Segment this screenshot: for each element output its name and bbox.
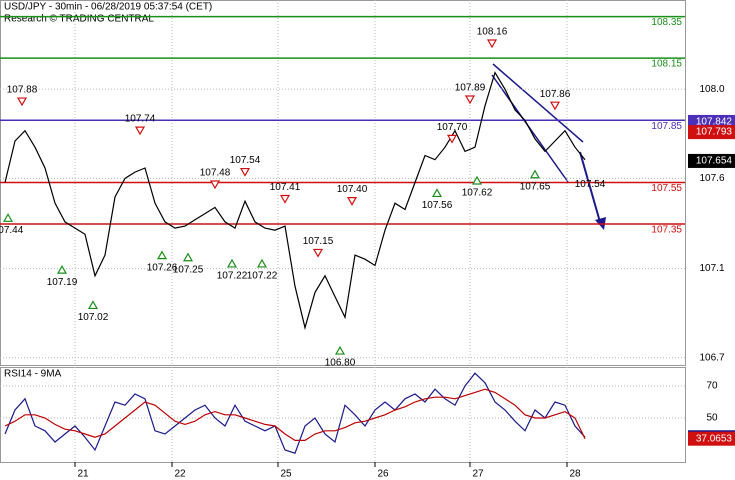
level-label: 107.85	[651, 121, 682, 132]
pivot-low	[226, 258, 238, 268]
channel-top	[492, 63, 584, 143]
target-arrow	[579, 151, 601, 223]
pivot-label: 107.89	[455, 83, 486, 94]
pivot-low	[256, 258, 268, 268]
pivot-high	[16, 97, 28, 107]
price-tag-label: 107.842	[696, 117, 733, 128]
pivot-label: 106.80	[325, 358, 356, 369]
pivot-high	[346, 197, 358, 206]
pivot-label: 107.41	[270, 182, 301, 193]
pivot-high	[134, 126, 146, 136]
pivot-low	[334, 345, 346, 355]
pivot-label: 107.19	[47, 277, 78, 288]
chart-title: USD/JPY - 30min - 06/28/2019 05:37:54 (C…	[4, 2, 212, 13]
x-tick-label: 25	[280, 469, 292, 480]
x-tick-label: 21	[77, 469, 89, 480]
y-tick-label: 106.7	[699, 352, 724, 363]
pivot-label: 107.22	[217, 271, 248, 282]
pivot-high	[446, 134, 458, 144]
pivot-label: 107.15	[303, 236, 334, 247]
pivot-label: 107.56	[422, 200, 453, 211]
pivot-high	[312, 248, 324, 258]
y-tick-label: 107.1	[699, 263, 724, 274]
series-line	[4, 372, 586, 454]
pivot-low	[2, 213, 14, 222]
pivot-high	[239, 167, 251, 177]
pivot-label: 107.88	[7, 85, 38, 96]
rsi-panel	[0, 367, 686, 463]
y-tick-label: 108.0	[699, 84, 724, 95]
pivot-label: 107.70	[437, 122, 468, 133]
pivot-label: 107.44	[0, 225, 24, 236]
level-label: 108.35	[651, 17, 682, 28]
price-tag	[688, 153, 735, 168]
x-tick-label: 26	[377, 469, 389, 480]
pivot-label: 107.65	[520, 181, 551, 192]
series-line	[4, 71, 586, 331]
x-tick-label: 27	[472, 469, 484, 480]
pivot-low	[156, 250, 168, 260]
target-label: 107.54	[575, 179, 606, 190]
pivot-label: 107.54	[230, 155, 261, 166]
x-tick-label: 28	[569, 469, 581, 480]
pivot-high	[209, 180, 221, 190]
price-tag	[688, 431, 735, 446]
level-label: 108.15	[651, 59, 682, 70]
price-tag-label: 107.654	[696, 156, 733, 167]
pivot-high	[464, 95, 476, 105]
series-line	[4, 388, 586, 441]
y-tick-label: 107.6	[699, 173, 724, 184]
pivot-low	[182, 252, 194, 262]
pivot-high	[549, 101, 561, 111]
price-tag-label: 107.793	[696, 127, 733, 138]
price-tag	[688, 125, 735, 140]
pivot-label: 107.02	[78, 312, 109, 323]
price-tag-label: 37.0653	[696, 433, 733, 444]
pivot-label: 107.74	[125, 114, 156, 125]
pivot-low	[431, 188, 443, 198]
pivot-low	[56, 264, 68, 274]
pivot-label: 107.48	[200, 168, 231, 179]
pivot-label: 107.26	[147, 262, 178, 273]
pivot-label: 107.25	[173, 264, 204, 275]
pivot-label: 107.62	[462, 188, 493, 199]
y-tick-label: 70	[706, 381, 718, 392]
pivot-low	[529, 169, 541, 179]
pivot-low	[471, 175, 483, 185]
rsi-title: RSI14 - 9MA	[4, 369, 62, 380]
x-tick-label: 22	[174, 469, 186, 480]
level-label: 107.55	[651, 183, 682, 194]
pivot-high	[486, 39, 498, 49]
pivot-label: 108.16	[477, 27, 508, 38]
pivot-label: 107.86	[540, 89, 571, 100]
level-label: 107.35	[651, 225, 682, 236]
y-tick-label: 50	[706, 413, 718, 424]
pivot-high	[279, 194, 291, 204]
chart-subtitle: Research © TRADING CENTRAL	[4, 14, 154, 25]
pivot-label: 107.40	[337, 184, 368, 195]
pivot-label: 107.22	[247, 271, 278, 282]
pivot-low	[87, 300, 99, 310]
